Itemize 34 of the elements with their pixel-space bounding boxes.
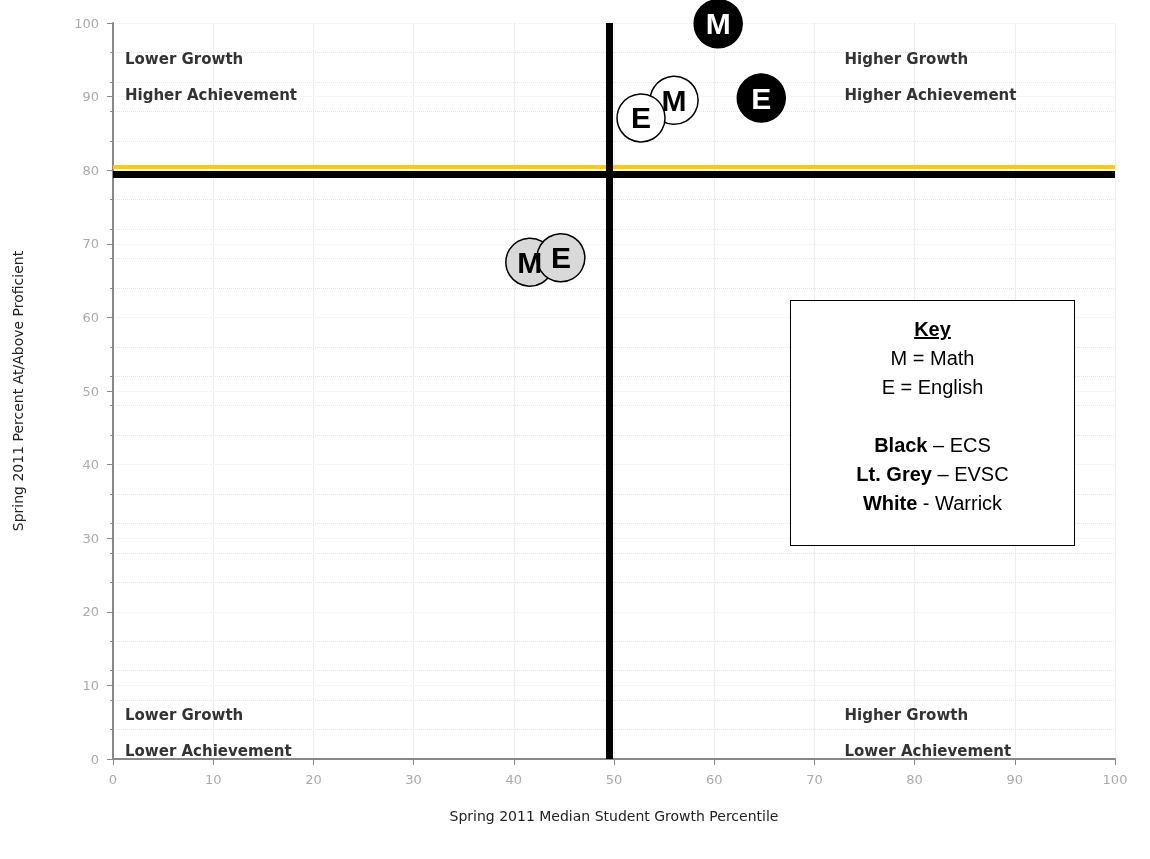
text: Higher Growth Higher Achievement [844,50,1017,104]
data-label: E [631,101,652,135]
text: Lower Growth Higher Achievement [125,50,298,104]
x-tick-label: 70 [806,772,823,787]
x-tick-label: 90 [1006,772,1024,787]
y-tick-label: 10 [82,677,99,693]
y-axis-title: Spring 2011 Percent At/Above Proficient [10,250,26,532]
x-tick-label: 40 [505,772,523,787]
x-tick-label: 20 [305,772,322,787]
x-tick-label: 50 [605,772,623,787]
y-tick-label: 20 [82,604,99,620]
text: Lower Growth Lower Achievement [125,706,292,760]
y-tick-label: 40 [82,457,99,473]
x-axis-title: Spring 2011 Median Student Growth Percentile [449,808,779,824]
x-tick-label: 100 [1102,772,1128,787]
data-label: M [705,7,731,41]
y-tick-label: 100 [74,15,99,31]
data-label: E [550,241,571,275]
y-tick-label: 80 [82,162,99,178]
data-label: M [661,83,687,117]
y-tick-label: 0 [90,751,99,767]
x-tick-label: 0 [108,772,118,787]
y-tick-label: 50 [82,383,99,399]
x-tick-label: 80 [906,772,923,787]
y-tick-label: 60 [82,309,99,325]
y-tick-label: 70 [82,236,99,252]
data-label: E [751,81,772,115]
key-box: Key M = Math E = English Black – ECS Lt. Grey – EVSC White - Warrick [790,300,1075,546]
x-tick-label: 30 [405,772,422,787]
text: Higher Growth Lower Achievement [844,706,1012,760]
y-tick-label: 90 [82,89,99,105]
x-tick-label: 60 [705,772,723,787]
x-tick-label: 10 [204,772,222,787]
y-tick-label: 30 [82,530,99,546]
